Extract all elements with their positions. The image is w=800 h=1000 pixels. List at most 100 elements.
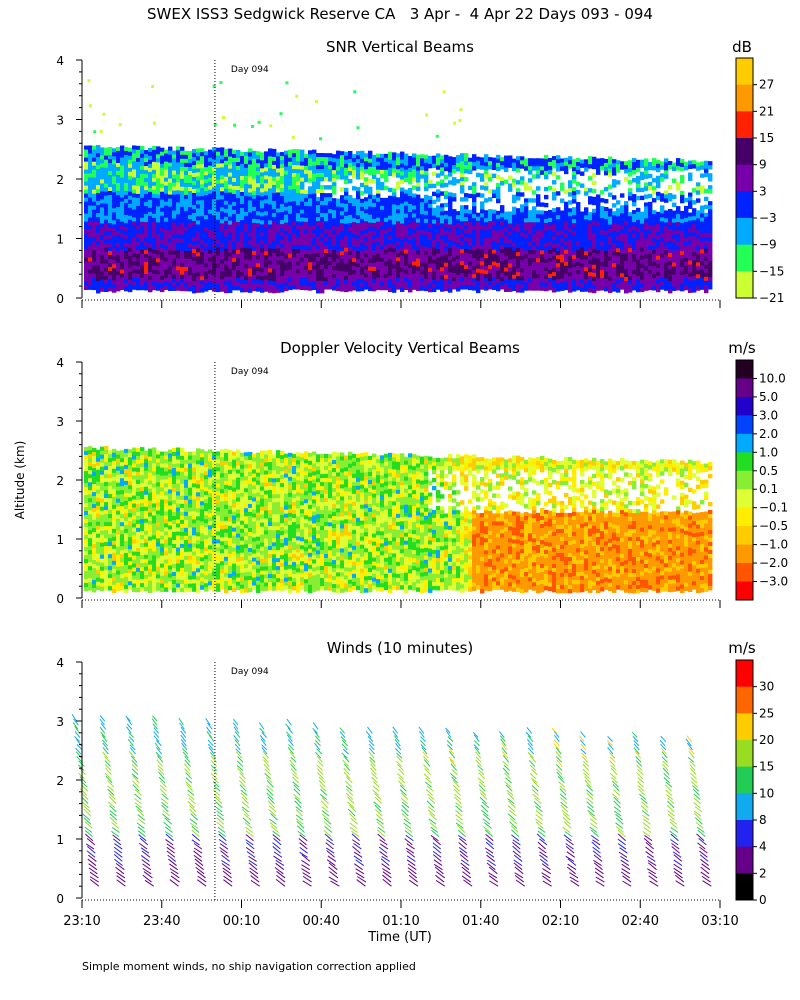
snr-cell [196, 168, 201, 173]
snr-cell [384, 201, 389, 207]
snr-cell [352, 238, 357, 243]
snr-cell [400, 247, 405, 252]
snr-cell [396, 213, 401, 218]
snr-cell [188, 167, 193, 172]
snr-cell [484, 270, 489, 275]
snr-cell [116, 182, 121, 188]
snr-cell [172, 222, 177, 227]
snr-cell [620, 229, 625, 234]
snr-cell [448, 264, 453, 269]
snr-cell [324, 277, 329, 282]
snr-cell [564, 233, 569, 239]
snr-cell [532, 258, 537, 263]
snr-cell [140, 225, 145, 231]
snr-cell [104, 171, 109, 177]
snr-cell [100, 283, 105, 288]
snr-cell [164, 209, 169, 215]
snr-cell [668, 256, 673, 262]
snr-cell [324, 261, 329, 266]
snr-cell [116, 250, 121, 256]
snr-cell [396, 197, 401, 202]
snr-cell [524, 210, 529, 215]
snr-cell [252, 218, 257, 224]
snr-cell [488, 209, 493, 214]
snr-cell [456, 179, 461, 184]
snr-cell [128, 191, 133, 197]
snr-cell [576, 189, 581, 195]
snr-cell [344, 263, 349, 269]
snr-cell [100, 167, 105, 172]
snr-cell [668, 284, 673, 290]
snr-cell [388, 243, 393, 249]
snr-cell [304, 173, 309, 179]
snr-cell [548, 165, 553, 171]
snr-cell [692, 232, 697, 237]
snr-cell [592, 156, 597, 162]
snr-cell [184, 270, 189, 276]
snr-cell [332, 250, 337, 255]
snr-cell [684, 285, 689, 291]
snr-cell [380, 209, 385, 215]
snr-cell [288, 249, 293, 255]
snr-cell [96, 189, 101, 194]
snr-cell [204, 219, 209, 224]
snr-cell [644, 222, 649, 227]
snr-cell [704, 240, 709, 246]
snr-cell [312, 201, 317, 207]
snr-cell [84, 213, 89, 218]
snr-cell [104, 223, 109, 229]
snr-cell [460, 229, 465, 234]
snr-cell [228, 284, 233, 289]
snr-cell [156, 286, 161, 291]
snr-cell [612, 259, 617, 264]
snr-cell [212, 187, 217, 192]
snr-cell [452, 257, 457, 262]
snr-cell [144, 186, 149, 191]
snr-cell [204, 159, 209, 164]
snr-cell [484, 226, 489, 231]
snr-cell [508, 263, 513, 268]
snr-cell [552, 264, 557, 269]
snr-cell [576, 237, 581, 243]
snr-cell [600, 190, 605, 195]
snr-cell [228, 184, 233, 189]
snr-cell [168, 234, 173, 239]
snr-cell [616, 180, 621, 185]
snr-cell [384, 285, 389, 291]
snr-cell [112, 240, 117, 245]
snr-cell [288, 221, 293, 227]
snr-cell [336, 174, 341, 180]
snr-cell [592, 172, 597, 178]
snr-cell [244, 155, 249, 161]
snr-cell [232, 149, 237, 155]
snr-cell [536, 242, 541, 247]
snr-cell [384, 277, 389, 283]
snr-cell [452, 249, 457, 254]
snr-cell [508, 283, 513, 288]
snr-cell [156, 170, 161, 175]
snr-cell [672, 278, 677, 283]
snr-cell [644, 166, 649, 171]
snr-cell [240, 263, 245, 269]
snr-cell [688, 228, 693, 233]
snr-cell [460, 181, 465, 186]
snr-cell [504, 219, 509, 224]
snr-cell [628, 188, 633, 193]
snr-cell [496, 222, 501, 228]
snr-cell [160, 279, 165, 285]
snr-cell [88, 233, 93, 238]
snr-cell [696, 182, 701, 187]
snr-cell [548, 221, 553, 227]
snr-cell [88, 253, 93, 258]
snr-cell [584, 251, 589, 256]
snr-cell [672, 166, 677, 171]
snr-cell [656, 255, 661, 261]
snr-cell [672, 234, 677, 239]
snr-cell [276, 208, 281, 213]
snr-cell [240, 287, 245, 293]
snr-cell [528, 254, 533, 259]
snr-cell [340, 207, 345, 212]
snr-cell [664, 286, 669, 291]
snr-cell [425, 113, 429, 117]
snr-cell [360, 158, 365, 164]
